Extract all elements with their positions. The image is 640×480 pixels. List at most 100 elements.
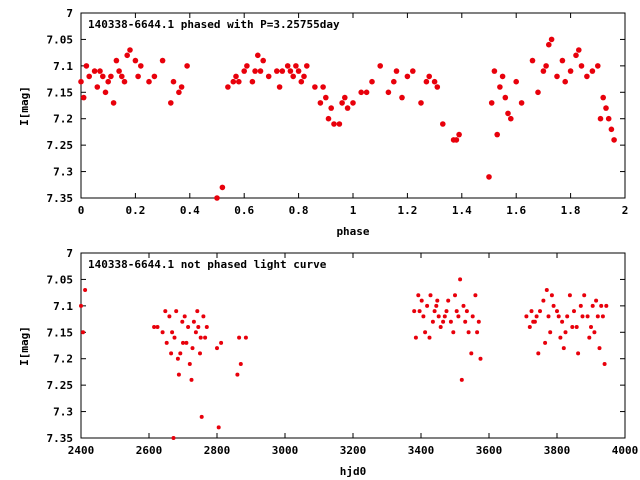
data-point-bottom (595, 314, 600, 319)
data-point-top (494, 131, 501, 138)
data-point-bottom (180, 319, 185, 324)
data-point-top (336, 121, 343, 127)
data-point-bottom (565, 314, 570, 319)
data-point-bottom (436, 314, 441, 319)
data-point-bottom (580, 314, 585, 319)
data-point-top (369, 78, 375, 85)
data-point-top (146, 78, 152, 85)
data-point-top (573, 52, 579, 59)
data-point-bottom (196, 325, 201, 329)
data-point-bottom (594, 298, 599, 303)
data-points-bottom (79, 277, 609, 440)
data-point-top (600, 94, 606, 101)
data-point-bottom (174, 309, 179, 314)
data-point-bottom (235, 372, 240, 377)
data-point-top (105, 78, 111, 85)
data-point-bottom (551, 303, 556, 308)
y-tick-label-top: 7.25 (47, 139, 74, 152)
data-point-bottom (417, 309, 422, 314)
data-point-bottom (541, 298, 546, 303)
data-point-top (423, 78, 430, 85)
data-point-bottom (441, 319, 446, 324)
y-tick-label-top: 7.3 (53, 166, 73, 179)
data-point-top (100, 73, 106, 80)
x-tick-label-bottom: 4000 (612, 444, 639, 457)
data-point-bottom (446, 298, 451, 303)
data-point-bottom (238, 362, 243, 366)
data-point-top (410, 68, 416, 74)
data-point-top (576, 47, 582, 53)
data-point-top (276, 84, 283, 90)
data-point-top (301, 73, 307, 80)
data-point-bottom (599, 303, 604, 308)
data-point-bottom (427, 335, 432, 340)
data-point-bottom (534, 314, 539, 319)
data-point-top (434, 84, 441, 90)
data-point-top (546, 41, 552, 48)
data-point-top (178, 84, 185, 90)
data-point-bottom (556, 314, 561, 319)
data-point-bottom (600, 314, 605, 319)
data-point-bottom (473, 293, 478, 298)
data-point-bottom (79, 303, 83, 308)
data-point-top (184, 63, 190, 69)
data-point-top (350, 100, 356, 106)
y-tick-label-top: 7.1 (53, 60, 73, 73)
y-tick-label-top: 7.05 (47, 33, 74, 46)
data-point-top (168, 100, 174, 106)
data-point-bottom (524, 314, 529, 319)
data-point-bottom (164, 340, 169, 345)
data-point-bottom (237, 335, 242, 340)
data-point-bottom (198, 335, 203, 340)
y-tick-label-bottom: 7.15 (47, 326, 74, 339)
data-point-bottom (416, 293, 421, 298)
x-tick-label-bottom: 2800 (204, 444, 231, 457)
x-tick-label-top: 0.6 (234, 204, 254, 217)
y-tick-label-top: 7.15 (47, 86, 74, 99)
data-points-top (78, 36, 617, 201)
x-tick-label-bottom: 3600 (476, 444, 503, 457)
data-point-top (597, 115, 604, 122)
data-point-top (244, 63, 250, 69)
data-point-top (456, 131, 462, 138)
data-point-bottom (203, 335, 208, 340)
data-point-top (342, 94, 348, 101)
data-point-bottom (81, 330, 85, 335)
x-tick-label-bottom: 2400 (68, 444, 95, 457)
x-axis-ticks-top: 0 0.2 0.4 0.6 0.8 1 1.2 1.4 1.6 1.8 2 (78, 13, 628, 217)
x-tick-label-top: 0.2 (125, 204, 145, 217)
x-tick-label-top: 0 (78, 204, 85, 217)
data-point-top (453, 137, 460, 143)
data-point-top (418, 100, 424, 106)
data-point-bottom (216, 425, 221, 430)
data-point-bottom (536, 351, 541, 356)
data-point-bottom (451, 330, 456, 335)
data-point-top (127, 47, 133, 53)
data-point-bottom (560, 319, 565, 324)
data-point-bottom (543, 340, 548, 345)
data-point-top (543, 63, 549, 69)
data-point-top (295, 68, 302, 74)
y-axis-label-bottom: I[mag] (18, 326, 31, 366)
data-point-top (499, 73, 506, 80)
data-point-top (257, 68, 264, 74)
data-point-top (508, 115, 514, 122)
data-point-top (97, 68, 103, 74)
data-point-top (578, 63, 585, 69)
data-point-top (320, 84, 326, 90)
data-point-bottom (572, 309, 576, 314)
data-point-top (287, 68, 294, 74)
data-point-top (113, 57, 120, 64)
data-point-top (249, 78, 256, 85)
data-point-bottom (461, 303, 466, 308)
y-axis-ticks-bottom: 7 7.05 7.1 7.15 7.2 7.25 7.3 7.35 (47, 247, 625, 445)
data-point-bottom (469, 351, 474, 356)
data-point-bottom (466, 330, 471, 335)
data-point-top (254, 52, 261, 59)
data-point-top (293, 63, 299, 69)
data-point-bottom (604, 303, 609, 308)
y-tick-label-bottom: 7.35 (47, 432, 74, 445)
y-tick-label-bottom: 7.05 (47, 273, 74, 286)
data-point-bottom (178, 351, 183, 356)
